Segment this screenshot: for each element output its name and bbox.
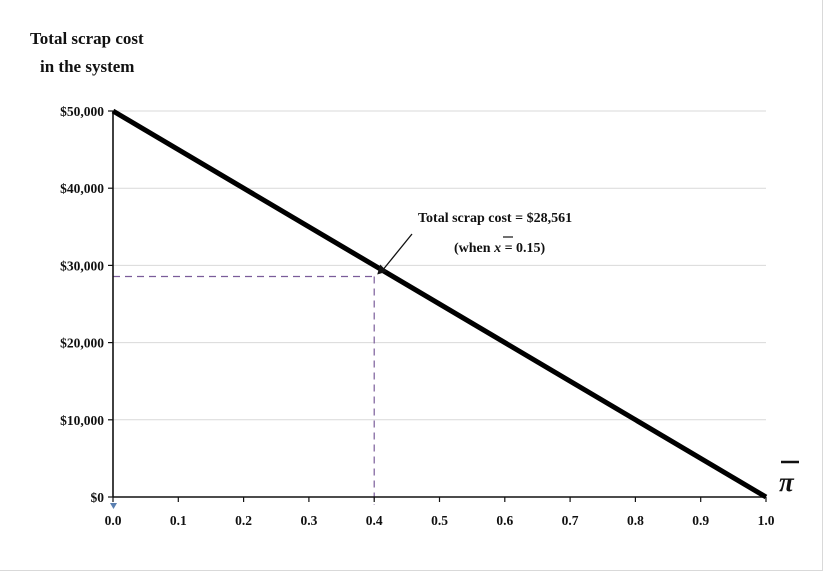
y-tick-label-5: $50,000 — [60, 104, 104, 119]
y-tick-labels: $0 $10,000 $20,000 $30,000 $40,000 $50,000 — [60, 104, 104, 505]
annotation-value: = 0.15) — [501, 241, 545, 256]
series-layer — [111, 108, 768, 500]
annotation-xbar: x — [493, 241, 501, 256]
x-tick-label-10: 1.0 — [758, 513, 775, 528]
y-axis-label-line-1: Total scrap cost — [30, 29, 144, 48]
grid-lines — [113, 110, 766, 421]
x-tick-label-5: 0.5 — [431, 513, 448, 528]
y-tick-label-1: $10,000 — [60, 413, 104, 428]
y-axis-label-line-2: in the system — [40, 57, 134, 76]
y-tick-label-4: $40,000 — [60, 181, 104, 196]
x-axis-label: π — [779, 460, 799, 497]
annotation: Total scrap cost = $28,561 (when x = 0.1… — [377, 211, 572, 275]
y-tick-label-2: $20,000 — [60, 336, 104, 351]
annotation-arrowhead — [377, 264, 388, 275]
origin-marker — [110, 503, 117, 509]
x-tick-label-8: 0.8 — [627, 513, 644, 528]
x-tick-label-2: 0.2 — [235, 513, 252, 528]
x-tick-label-0: 0.0 — [105, 513, 122, 528]
annotation-line-1: Total scrap cost = $28,561 — [418, 211, 572, 226]
x-tick-label-9: 0.9 — [692, 513, 709, 528]
guide-lines — [113, 275, 375, 505]
x-tick-label-1: 0.1 — [170, 513, 187, 528]
annotation-when: (when — [454, 241, 494, 256]
axes — [108, 110, 767, 502]
x-tick-label-7: 0.7 — [562, 513, 579, 528]
series-line-0 — [111, 108, 768, 500]
annotation-arrow — [382, 233, 413, 270]
annotation-line-2: (when x = 0.15) — [454, 241, 546, 256]
x-tick-labels: 0.0 0.1 0.2 0.3 0.4 0.5 0.6 0.7 0.8 0.9 1.0 — [105, 513, 775, 528]
x-tick-label-4: 0.4 — [366, 513, 383, 528]
x-axis-label-text: π — [779, 467, 795, 497]
y-tick-label-0: $0 — [91, 490, 105, 505]
x-tick-label-3: 0.3 — [300, 513, 317, 528]
y-tick-label-3: $30,000 — [60, 258, 104, 273]
x-tick-label-6: 0.6 — [496, 513, 513, 528]
